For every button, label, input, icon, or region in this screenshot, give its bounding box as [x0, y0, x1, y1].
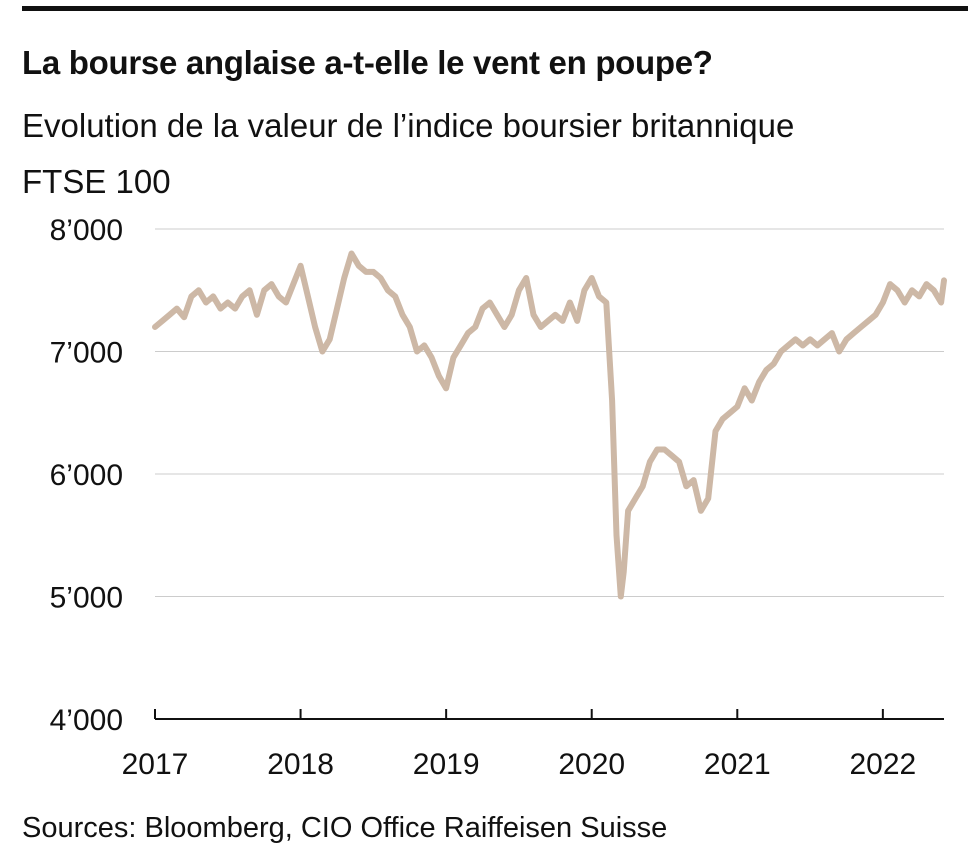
x-tick-label: 2020 [558, 748, 625, 781]
top-rule [22, 6, 968, 11]
grid-layer [155, 228, 944, 597]
subtitle-line-2: FTSE 100 [22, 163, 171, 200]
y-tick-label: 5’000 [50, 582, 123, 615]
x-tick-label: 2018 [267, 748, 334, 781]
y-tick-label: 6’000 [50, 459, 123, 492]
y-tick-label: 7’000 [50, 337, 123, 370]
x-tick-label: 2022 [849, 748, 916, 781]
y-tick-label: 4’000 [50, 704, 123, 737]
series-layer [152, 250, 947, 600]
axis-layer [154, 709, 944, 720]
x-tick-label: 2021 [704, 748, 771, 781]
chart-subtitle: Evolution de la valeur de l’indice bours… [22, 98, 962, 210]
source-note: Sources: Bloomberg, CIO Office Raiffeise… [22, 812, 668, 844]
ftse-100-line [152, 250, 947, 600]
x-tick-label: 2017 [122, 748, 189, 781]
tick-label-layer: 4’000 5’000 6’000 7’000 8’000 2017 2018 2019 202… [50, 214, 917, 781]
subtitle-line-1: Evolution de la valeur de l’indice bours… [22, 107, 795, 144]
x-tick-label: 2019 [413, 748, 480, 781]
y-tick-label: 8’000 [50, 214, 123, 247]
chart-title: La bourse anglaise a-t-elle le vent en p… [22, 44, 713, 81]
